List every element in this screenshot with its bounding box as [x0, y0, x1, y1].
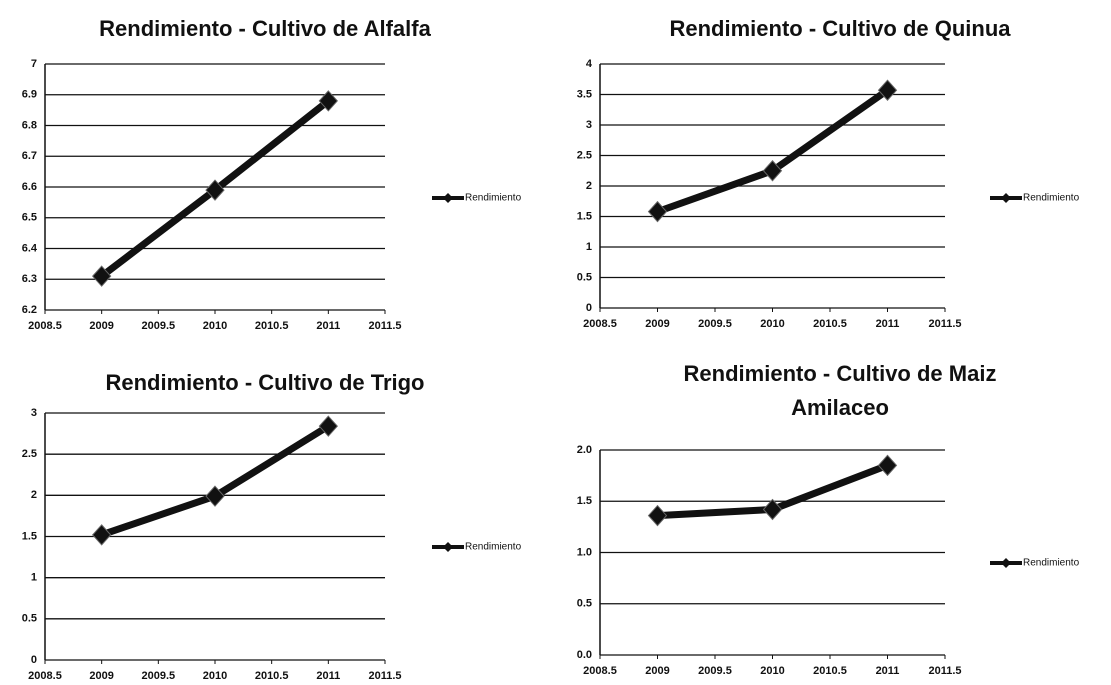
y-tick-label: 6.8	[22, 119, 37, 131]
legend-marker	[443, 193, 453, 203]
x-tick-label: 2011.5	[928, 318, 961, 330]
x-tick-label: 2009	[645, 665, 669, 677]
y-tick-label: 3.5	[577, 88, 592, 100]
y-tick-label: 2	[31, 489, 37, 501]
chart-title: Rendimiento - Cultivo de Quinua	[669, 16, 1011, 41]
x-tick-label: 2008.5	[28, 670, 62, 682]
y-tick-label: 6.7	[22, 150, 37, 162]
x-tick-label: 2011.5	[368, 670, 401, 682]
chart-title-box: Rendimiento - Cultivo de Trigo	[105, 370, 425, 395]
point-marker	[91, 265, 112, 287]
y-tick-label: 7	[31, 58, 37, 70]
point-marker	[877, 79, 898, 101]
point-marker	[318, 90, 339, 112]
x-tick-label: 2011	[316, 320, 340, 332]
x-tick-label: 2009	[89, 670, 113, 682]
x-tick-label: 2010.5	[255, 320, 289, 332]
x-tick-label: 2008.5	[583, 318, 617, 330]
y-tick-label: 6.4	[22, 242, 38, 254]
y-tick-label: 0.0	[577, 649, 592, 661]
y-tick-label: 0.5	[577, 271, 592, 283]
y-tick-label: 1.5	[577, 495, 592, 507]
x-tick-label: 2011	[876, 665, 900, 677]
y-tick-label: 6.3	[22, 273, 37, 285]
point-marker	[647, 200, 668, 223]
x-tick-label: 2011	[316, 670, 340, 682]
point-marker	[762, 498, 783, 521]
point-marker	[762, 160, 783, 182]
x-tick-label: 2010.5	[813, 318, 847, 330]
y-tick-label: 6.5	[22, 212, 37, 224]
x-tick-label: 2009.5	[698, 318, 732, 330]
legend-marker	[1001, 558, 1011, 568]
legend-marker	[1001, 193, 1011, 203]
y-tick-label: 6.9	[22, 89, 37, 101]
y-tick-label: 6.6	[22, 181, 37, 193]
y-tick-label: 2	[586, 180, 592, 192]
y-tick-label: 2.0	[577, 444, 592, 456]
y-tick-label: 1	[31, 572, 37, 584]
y-tick-label: 1.5	[577, 210, 592, 222]
x-tick-label: 2009	[645, 318, 669, 330]
legend-label: Rendimiento	[465, 193, 522, 204]
chart-title-box: Rendimiento - Cultivo de Maiz Amilaceo	[683, 361, 997, 420]
y-tick-label: 1.0	[577, 546, 592, 558]
x-tick-label: 2008.5	[28, 320, 62, 332]
point-marker	[205, 485, 225, 507]
y-tick-label: 1.5	[22, 530, 37, 542]
chart-title: Rendimiento - Cultivo de Maiz Amilaceo	[683, 361, 997, 420]
y-tick-label: 6.2	[22, 304, 37, 316]
x-tick-label: 2010.5	[255, 670, 289, 682]
y-tick-label: 4	[586, 58, 593, 70]
y-tick-label: 1	[586, 241, 592, 253]
x-tick-label: 2008.5	[583, 665, 617, 677]
x-tick-label: 2010	[760, 665, 784, 677]
x-tick-label: 2009	[89, 320, 113, 332]
legend-label: Rendimiento	[1023, 558, 1080, 569]
point-marker	[877, 454, 898, 477]
x-tick-label: 2010	[203, 670, 227, 682]
x-tick-label: 2010	[203, 320, 227, 332]
legend-marker	[443, 542, 453, 552]
y-tick-label: 0.5	[22, 613, 37, 625]
y-tick-label: 0	[586, 302, 592, 314]
chart-title: Rendimiento - Cultivo de Trigo	[105, 370, 425, 395]
x-tick-label: 2011.5	[368, 320, 401, 332]
point-marker	[647, 504, 668, 527]
point-marker	[318, 415, 339, 437]
chart-title: Rendimiento - Cultivo de Alfalfa	[99, 16, 431, 41]
x-tick-label: 2009.5	[142, 670, 176, 682]
legend-label: Rendimiento	[1023, 193, 1080, 204]
y-tick-label: 2.5	[577, 149, 592, 161]
y-tick-label: 2.5	[22, 448, 37, 460]
y-tick-label: 0	[31, 654, 37, 666]
y-tick-label: 3	[31, 407, 37, 419]
legend-label: Rendimiento	[465, 542, 522, 553]
chart-title-box: Rendimiento - Cultivo de Quinua	[669, 16, 1011, 41]
x-tick-label: 2011.5	[928, 665, 961, 677]
chart-title-box: Rendimiento - Cultivo de Alfalfa	[99, 16, 431, 41]
point-marker	[205, 179, 225, 201]
y-tick-label: 0.5	[577, 598, 592, 610]
x-tick-label: 2010	[760, 318, 784, 330]
x-tick-label: 2009.5	[142, 320, 176, 332]
point-marker	[91, 524, 112, 546]
y-tick-label: 3	[586, 119, 592, 131]
x-tick-label: 2010.5	[813, 665, 847, 677]
x-tick-label: 2009.5	[698, 665, 732, 677]
series-line	[656, 87, 890, 215]
x-tick-label: 2011	[876, 318, 900, 330]
